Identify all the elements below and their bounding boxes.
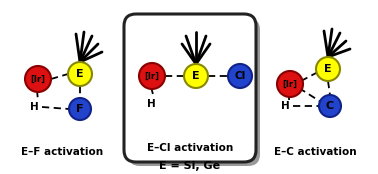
FancyBboxPatch shape	[124, 14, 256, 162]
Text: E: E	[192, 71, 200, 81]
FancyBboxPatch shape	[128, 18, 260, 166]
Circle shape	[68, 62, 92, 86]
Text: H: H	[280, 101, 290, 111]
Text: E–F activation: E–F activation	[21, 147, 103, 157]
Circle shape	[228, 64, 252, 88]
Text: C: C	[326, 101, 334, 111]
Text: E–Cl activation: E–Cl activation	[147, 143, 233, 153]
Text: F: F	[76, 104, 84, 114]
Circle shape	[69, 98, 91, 120]
Text: [Ir]: [Ir]	[282, 80, 297, 89]
Circle shape	[316, 57, 340, 81]
Text: E–C activation: E–C activation	[274, 147, 356, 157]
Text: E: E	[76, 69, 84, 79]
Text: H: H	[29, 102, 39, 112]
Text: E = Si, Ge: E = Si, Ge	[160, 161, 220, 171]
Text: H: H	[147, 99, 155, 109]
Circle shape	[319, 95, 341, 117]
Circle shape	[25, 66, 51, 92]
Text: [Ir]: [Ir]	[31, 74, 45, 84]
Circle shape	[184, 64, 208, 88]
Circle shape	[277, 71, 303, 97]
Text: [Ir]: [Ir]	[144, 72, 160, 81]
Text: Cl: Cl	[234, 71, 246, 81]
Circle shape	[139, 63, 165, 89]
Text: E: E	[324, 64, 332, 74]
